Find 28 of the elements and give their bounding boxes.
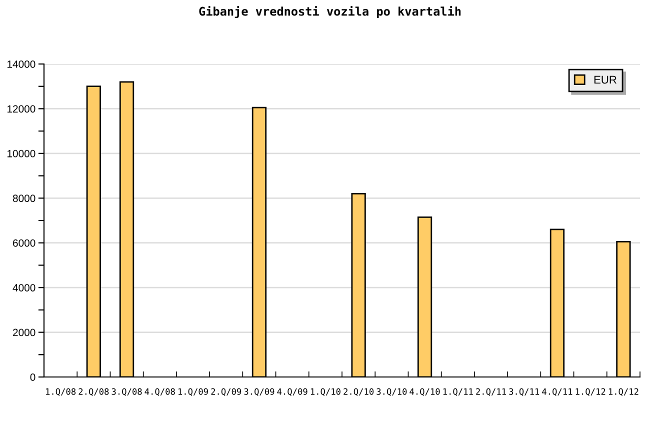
x-tick-label: 1.Q/11	[443, 388, 473, 396]
x-tick-label: 1.Q/12	[608, 388, 638, 396]
x-tick-label: 1.Q/12	[576, 388, 606, 396]
x-tick-label: 2.Q/10	[344, 388, 374, 396]
legend-label: EUR	[594, 76, 616, 84]
x-tick-label: 3.Q/10	[376, 388, 407, 396]
y-tick-label: 14000	[8, 60, 36, 68]
y-tick-label: 2000	[13, 328, 36, 336]
x-tick-label: 4.Q/09	[277, 388, 308, 396]
x-tick-label: 4.Q/08	[144, 388, 175, 396]
x-tick-label: 1.Q/08	[46, 388, 76, 396]
y-tick-label: 0	[30, 374, 36, 381]
y-tick-label: 12000	[8, 105, 36, 113]
y-tick-label: 6000	[13, 239, 36, 247]
x-tick-label: 2.Q/09	[211, 388, 242, 396]
x-tick-label: 2.Q/08	[78, 388, 109, 396]
x-tick-label: 4.Q/10	[410, 388, 440, 396]
x-tick-label: 3.Q/09	[244, 388, 274, 396]
y-tick-label: 10000	[8, 150, 36, 158]
x-tick-label: 3.Q/11	[509, 388, 540, 396]
x-tick-label: 2.Q/11	[476, 388, 506, 396]
x-tick-label: 4.Q/11	[542, 388, 572, 396]
x-tick-label: 1.Q/10	[310, 388, 340, 396]
chart-title: Gibanje vrednosti vozila po kvartalih	[199, 6, 461, 18]
x-tick-label: 1.Q/09	[178, 388, 208, 396]
y-tick-label: 8000	[12, 194, 36, 202]
x-tick-label: 3.Q/08	[112, 388, 142, 396]
y-tick-label: 4000	[12, 284, 36, 292]
